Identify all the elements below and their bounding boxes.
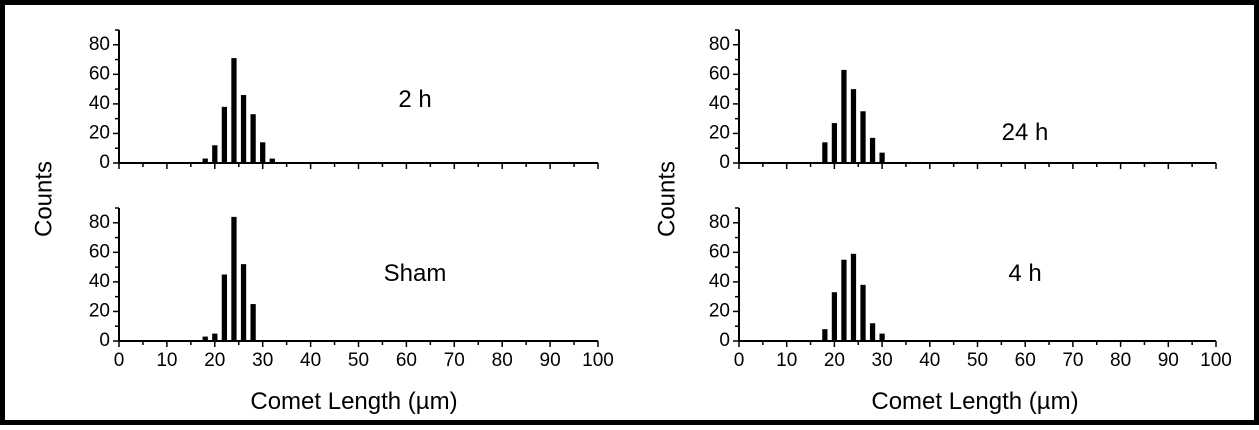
y-tick-label: 60 bbox=[709, 241, 730, 262]
y-tick-label: 40 bbox=[89, 271, 110, 292]
bar bbox=[831, 123, 838, 163]
x-tick-label: 70 bbox=[1062, 350, 1083, 371]
x-tick-label: 40 bbox=[919, 350, 940, 371]
x-tick-label: 0 bbox=[114, 350, 125, 371]
y-tick-label: 80 bbox=[709, 212, 730, 233]
panel-label: Sham bbox=[384, 260, 447, 287]
bar bbox=[879, 333, 885, 341]
x-tick-label: 20 bbox=[824, 350, 845, 371]
bar bbox=[841, 259, 847, 341]
bar bbox=[260, 142, 266, 163]
x-tick-label: 100 bbox=[1200, 350, 1232, 371]
y-tick-label: 40 bbox=[709, 271, 730, 292]
y-tick-label: 0 bbox=[99, 152, 110, 173]
y-tick-label: 0 bbox=[719, 152, 730, 173]
bar bbox=[240, 264, 247, 341]
bar bbox=[860, 284, 866, 341]
y-tick-label: 60 bbox=[89, 63, 110, 84]
bar bbox=[869, 137, 876, 163]
x-tick-label: 0 bbox=[734, 350, 745, 371]
x-tick-label: 10 bbox=[776, 350, 797, 371]
bar bbox=[831, 292, 838, 341]
x-tick-label: 70 bbox=[444, 350, 465, 371]
panel-24-h: 0 20 40 60 80 24 h bbox=[709, 29, 1217, 173]
x-tick-label: 90 bbox=[540, 350, 561, 371]
panel-label: 24 h bbox=[1002, 119, 1049, 146]
bar bbox=[231, 216, 237, 341]
y-tick-label: 60 bbox=[89, 241, 110, 262]
y-tick-label: 20 bbox=[709, 122, 730, 143]
y-tick-label: 40 bbox=[709, 93, 730, 114]
x-tick-label: 30 bbox=[872, 350, 893, 371]
bar bbox=[240, 95, 247, 163]
y-tick-label: 20 bbox=[709, 300, 730, 321]
y-tick-label: 20 bbox=[89, 300, 110, 321]
panel-4-h: 0 20 40 60 80 0 10 20 30 40 50 60 70 80 90 100 4 h bbox=[709, 207, 1232, 371]
x-tick-label: 20 bbox=[204, 350, 225, 371]
bar bbox=[850, 89, 857, 163]
x-tick-label: 50 bbox=[967, 350, 988, 371]
y-axis-title-right: Counts bbox=[653, 161, 680, 237]
bar bbox=[250, 304, 256, 341]
bar bbox=[212, 145, 218, 163]
panel-sham: 0 20 40 60 80 0 10 20 30 40 50 60 70 80 90 100 Sham bbox=[89, 207, 614, 371]
bar bbox=[250, 114, 256, 163]
bar bbox=[269, 158, 275, 163]
x-tick-label: 10 bbox=[156, 350, 177, 371]
bar bbox=[869, 323, 876, 341]
bar bbox=[841, 69, 847, 163]
panel-label: 4 h bbox=[1008, 260, 1041, 287]
x-tick-label: 80 bbox=[492, 350, 513, 371]
x-tick-label: 30 bbox=[252, 350, 273, 371]
y-tick-label: 80 bbox=[709, 34, 730, 55]
bar bbox=[212, 333, 218, 341]
bar bbox=[822, 142, 828, 163]
x-tick-label: 60 bbox=[1015, 350, 1036, 371]
y-tick-label: 40 bbox=[89, 93, 110, 114]
x-tick-label: 60 bbox=[396, 350, 417, 371]
y-tick-label: 20 bbox=[89, 122, 110, 143]
x-axis-title-right: Comet Length (µm) bbox=[871, 388, 1078, 415]
panel-2-h: 0 20 40 60 80 2 h bbox=[89, 29, 599, 173]
x-tick-label: 40 bbox=[300, 350, 321, 371]
bar bbox=[231, 58, 237, 164]
panel-label: 2 h bbox=[398, 86, 431, 113]
y-axis-title-left: Counts bbox=[30, 161, 57, 237]
bar bbox=[860, 111, 866, 163]
x-tick-label: 100 bbox=[582, 350, 614, 371]
bar bbox=[879, 152, 885, 163]
bar bbox=[202, 336, 208, 341]
y-tick-label: 60 bbox=[709, 63, 730, 84]
x-tick-label: 50 bbox=[348, 350, 369, 371]
x-axis-title-left: Comet Length (µm) bbox=[250, 388, 457, 415]
y-tick-label: 0 bbox=[99, 330, 110, 351]
bar bbox=[202, 158, 208, 163]
x-tick-label: 90 bbox=[1158, 350, 1179, 371]
y-tick-label: 80 bbox=[89, 34, 110, 55]
bar bbox=[221, 274, 228, 341]
bar bbox=[822, 329, 828, 341]
y-tick-label: 80 bbox=[89, 212, 110, 233]
y-tick-label: 0 bbox=[719, 330, 730, 351]
x-tick-label: 80 bbox=[1110, 350, 1131, 371]
bar bbox=[850, 253, 857, 341]
bar bbox=[221, 106, 228, 163]
